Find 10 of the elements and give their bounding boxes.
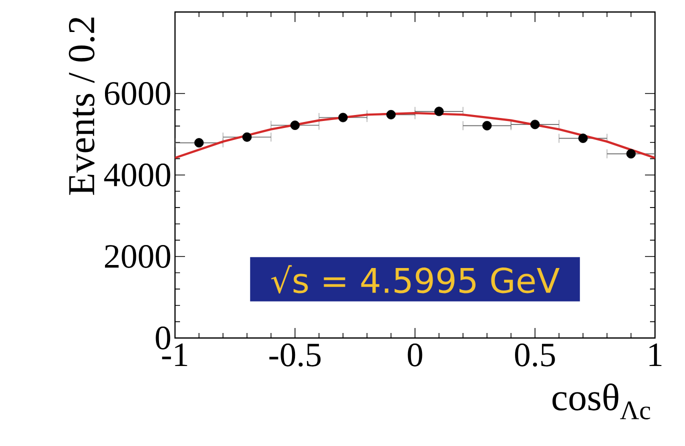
y-tick-label: 2000 bbox=[104, 245, 170, 268]
y-axis-title: Events / 0.2 bbox=[68, 18, 95, 195]
x-tick-label: 0 bbox=[408, 344, 422, 366]
x-tick-label: 0.5 bbox=[515, 344, 555, 367]
y-tick-label: 6000 bbox=[104, 82, 170, 105]
y-tick-label: 4000 bbox=[104, 164, 170, 186]
annotation: √s = 4.5995 GeV bbox=[271, 265, 560, 294]
x-tick-label: -0.5 bbox=[269, 344, 321, 367]
x-axis-title: cosθ$_{Λc}$ bbox=[552, 383, 650, 420]
x-tick-label: 1 bbox=[649, 343, 662, 366]
